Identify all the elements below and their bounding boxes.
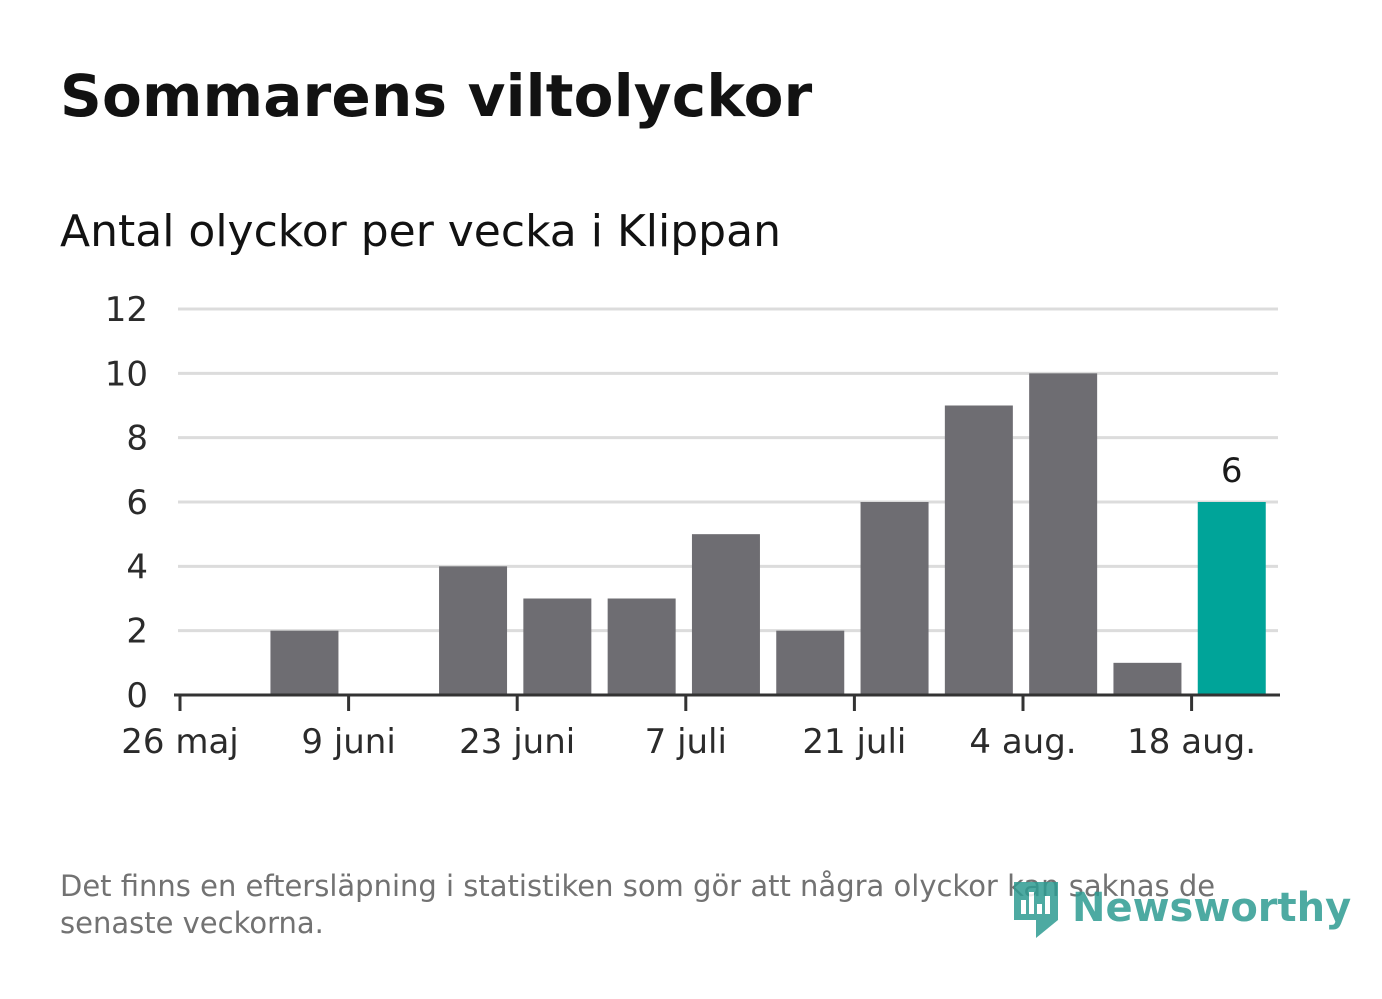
bar [523,598,592,695]
bar [439,566,508,695]
chart-subtitle: Antal olyckor per vecka i Klippan [60,206,781,257]
newsworthy-logo: Newsworthy [1010,876,1351,940]
y-tick-label: 0 [126,676,148,716]
x-tick-label: 26 maj [121,722,238,762]
y-tick-label: 10 [105,354,148,394]
data-label: 6 [1221,451,1243,491]
bar [1197,502,1266,695]
bar [691,534,760,695]
x-tick-label: 18 aug. [1127,722,1256,762]
y-tick-label: 8 [126,419,148,459]
logo-text: Newsworthy [1072,885,1352,931]
y-tick-label: 2 [126,612,148,652]
x-tick-label: 23 juni [459,722,575,762]
bar [776,630,845,695]
bar [860,502,929,695]
x-tick-label: 4 aug. [969,722,1076,762]
newsworthy-chart-icon [1014,882,1058,938]
y-tick-label: 6 [126,483,148,523]
x-tick-label: 7 juli [645,722,727,762]
bar [1029,373,1098,695]
x-tick-label: 21 juli [802,722,906,762]
x-tick-label: 9 juni [301,722,395,762]
chart-title: Sommarens viltolyckor [60,62,813,130]
bar [1113,662,1182,695]
bar [607,598,676,695]
y-tick-label: 4 [126,547,148,587]
y-tick-label: 12 [105,290,148,330]
bar [944,405,1013,695]
bar [270,630,339,695]
